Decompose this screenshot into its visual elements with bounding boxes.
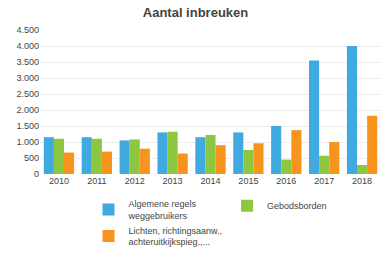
svg-text:2018: 2018: [352, 176, 372, 186]
svg-text:2012: 2012: [125, 176, 145, 186]
svg-text:1.500: 1.500: [16, 121, 39, 131]
svg-text:Gebodsborden: Gebodsborden: [267, 201, 327, 211]
svg-text:2.000: 2.000: [16, 105, 39, 115]
svg-text:4.000: 4.000: [16, 41, 39, 51]
svg-text:1.000: 1.000: [16, 137, 39, 147]
svg-text:2014: 2014: [200, 176, 220, 186]
svg-text:0: 0: [34, 169, 39, 179]
svg-text:Aantal inbreuken: Aantal inbreuken: [143, 5, 249, 20]
svg-text:Algemene regelsweggebruikers: Algemene regelsweggebruikers: [128, 199, 197, 221]
svg-text:3.000: 3.000: [16, 73, 39, 83]
svg-text:2016: 2016: [276, 176, 296, 186]
svg-text:2010: 2010: [49, 176, 69, 186]
svg-text:2.500: 2.500: [16, 89, 39, 99]
svg-text:3.500: 3.500: [16, 57, 39, 67]
svg-text:4.500: 4.500: [16, 25, 39, 35]
svg-text:2011: 2011: [87, 176, 106, 186]
svg-text:500: 500: [24, 153, 39, 163]
svg-text:2017: 2017: [314, 176, 334, 186]
svg-text:Lichten, richtingsaanw.,achter: Lichten, richtingsaanw.,achteruitkijkspi…: [129, 226, 223, 248]
svg-text:2015: 2015: [238, 176, 258, 186]
svg-text:2013: 2013: [163, 176, 183, 186]
